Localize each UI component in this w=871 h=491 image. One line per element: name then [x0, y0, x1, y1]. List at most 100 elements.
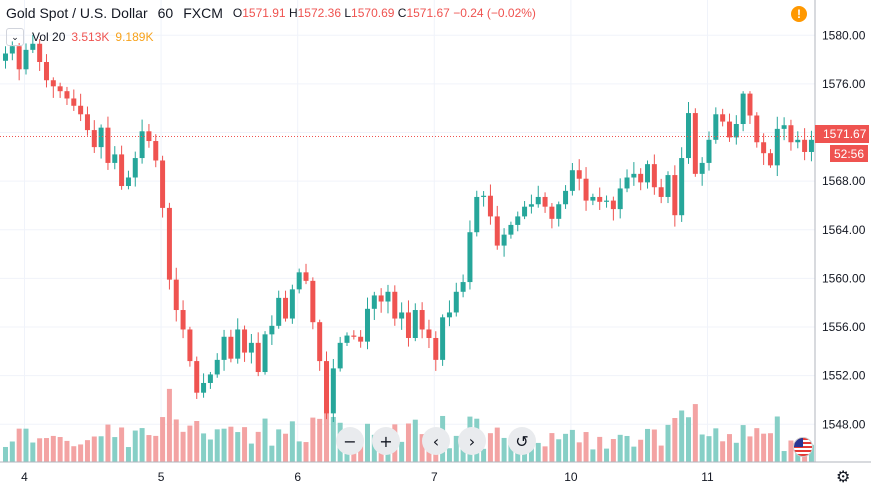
volume-bar [590, 449, 596, 462]
candle-body [795, 139, 801, 143]
candle-body [624, 177, 630, 189]
price-tick-label: 1556.00 [822, 320, 866, 334]
time-tick-label: 6 [294, 470, 301, 484]
candle-body [535, 196, 541, 205]
volume-bar [201, 433, 207, 462]
time-tick-label: 4 [21, 470, 28, 484]
volume-bar [679, 410, 685, 462]
interval[interactable]: 60 [157, 5, 174, 21]
candle-body [324, 361, 330, 414]
volume-value: 3.513K [71, 30, 110, 44]
volume-bar [9, 441, 15, 462]
candle-body [651, 164, 657, 188]
volume-ma-value: 9.189K [115, 30, 154, 44]
candle-body [125, 177, 131, 187]
scroll-right-button[interactable]: › [458, 427, 486, 455]
candle-body [221, 336, 227, 360]
candle-body [761, 142, 767, 154]
zoom-out-button[interactable]: − [336, 427, 364, 455]
candle-body [487, 195, 493, 217]
volume-bar [501, 437, 507, 462]
candle-body [385, 291, 391, 302]
candle-body [453, 291, 459, 313]
time-axis-bg[interactable] [0, 462, 815, 491]
volume-bar [187, 425, 193, 462]
volume-bar [255, 431, 261, 462]
symbol-title[interactable]: Gold Spot / U.S. Dollar [6, 5, 148, 21]
candle-body [16, 46, 22, 70]
volume-bar [692, 404, 698, 462]
candle-body [269, 325, 275, 335]
price-tick-label: 1552.00 [822, 369, 866, 383]
zoom-in-button[interactable]: + [372, 427, 400, 455]
volume-bar [78, 444, 84, 462]
candle-body [563, 190, 569, 205]
collapse-legend-icon[interactable]: ⌄ [6, 28, 24, 46]
volume-label[interactable]: Vol 20 [32, 30, 66, 44]
volume-bar [276, 429, 282, 462]
reset-chart-button[interactable]: ↺ [508, 427, 536, 455]
us-flag-icon[interactable] [793, 437, 813, 457]
candle-body [166, 207, 172, 280]
candle-body [255, 342, 261, 373]
candle-body [699, 162, 705, 174]
volume-bar [166, 388, 172, 462]
scroll-left-button[interactable]: ‹ [422, 427, 450, 455]
volume-bar [706, 436, 712, 462]
candle-body [23, 49, 29, 70]
candle-body [207, 374, 213, 383]
volume-bar [549, 433, 555, 462]
candle-body [576, 170, 582, 179]
candle-body [590, 196, 596, 201]
volume-bar [194, 420, 200, 462]
candle-body [276, 297, 282, 326]
candle-body [808, 139, 814, 152]
volume-bar [112, 437, 118, 462]
volume-bar [242, 427, 248, 462]
candle-body [262, 334, 268, 373]
candle-body [781, 125, 787, 129]
candle-body [235, 329, 241, 359]
volume-bar [754, 428, 760, 462]
change-value: −0.24 (−0.02%) [453, 6, 536, 20]
volume-bar [528, 444, 534, 462]
candle-body [802, 139, 808, 152]
warning-icon[interactable]: ! [791, 6, 807, 22]
chart-legend: Gold Spot / U.S. Dollar 60 FXCM O1571.91… [6, 5, 536, 21]
volume-bar [399, 441, 405, 462]
volume-bar [153, 435, 159, 462]
volume-bar [563, 433, 569, 462]
time-tick-label: 11 [701, 470, 714, 484]
volume-bar [597, 436, 603, 462]
candle-body [180, 310, 186, 330]
volume-bar [781, 451, 787, 462]
volume-bar [631, 446, 637, 462]
volume-bar [71, 446, 77, 462]
candle-body [248, 342, 254, 353]
volume-bar [583, 432, 589, 462]
candle-body [747, 93, 753, 116]
candle-body [119, 154, 125, 187]
price-tick-label: 1568.00 [822, 174, 866, 188]
volume-bar [364, 423, 370, 462]
volume-bar [788, 440, 794, 462]
volume-bar [146, 435, 152, 462]
candle-body [364, 308, 370, 342]
candle-body [528, 204, 534, 207]
candle-body [412, 310, 418, 338]
candle-body [522, 206, 528, 217]
candle-body [726, 121, 732, 138]
candle-body [187, 329, 193, 362]
volume-bar [50, 435, 56, 462]
candle-body [686, 113, 691, 159]
candle-body [378, 295, 384, 302]
volume-bar [808, 444, 814, 462]
candle-body [3, 53, 8, 61]
gear-icon[interactable]: ⚙ [836, 467, 851, 486]
candle-body [289, 289, 295, 319]
candle-body [617, 188, 623, 210]
price-axis-bg[interactable] [815, 0, 871, 462]
volume-bar [64, 440, 70, 462]
volume-bar [262, 418, 268, 462]
